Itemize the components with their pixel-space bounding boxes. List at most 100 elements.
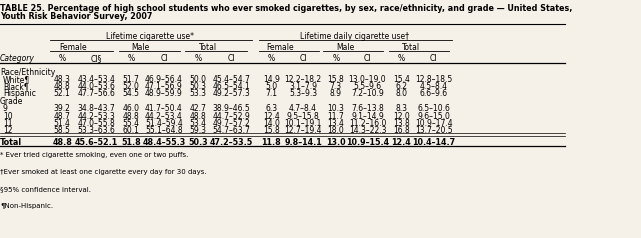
Text: 48.9–59.9: 48.9–59.9 <box>145 89 183 99</box>
Text: Category: Category <box>0 54 35 63</box>
Text: 52.1: 52.1 <box>54 89 71 99</box>
Text: White¶: White¶ <box>3 75 30 84</box>
Text: 12: 12 <box>3 126 12 135</box>
Text: 12.8–18.5: 12.8–18.5 <box>415 75 453 84</box>
Text: 13.7–20.5: 13.7–20.5 <box>415 126 453 135</box>
Text: Male: Male <box>336 43 354 52</box>
Text: 6.6–9.6: 6.6–9.6 <box>420 89 447 99</box>
Text: 7.3: 7.3 <box>329 82 342 91</box>
Text: 9.5–15.8: 9.5–15.8 <box>287 112 319 121</box>
Text: 45.6–52.1: 45.6–52.1 <box>74 138 118 147</box>
Text: 46.9–56.4: 46.9–56.4 <box>145 75 183 84</box>
Text: 50.3: 50.3 <box>188 138 208 147</box>
Text: TABLE 25. Percentage of high school students who ever smoked cigarettes, by sex,: TABLE 25. Percentage of high school stud… <box>0 4 572 13</box>
Text: 13.4: 13.4 <box>328 119 344 128</box>
Text: CI§: CI§ <box>90 54 102 63</box>
Text: 5.5–9.6: 5.5–9.6 <box>353 82 381 91</box>
Text: Total: Total <box>199 43 217 52</box>
Text: 54.5: 54.5 <box>122 89 140 99</box>
Text: 5.0: 5.0 <box>265 82 278 91</box>
Text: Black¶: Black¶ <box>3 82 28 91</box>
Text: 47.0–55.8: 47.0–55.8 <box>78 119 115 128</box>
Text: %: % <box>268 54 275 63</box>
Text: 12.4: 12.4 <box>263 112 279 121</box>
Text: 42.7: 42.7 <box>190 104 206 114</box>
Text: 50.0: 50.0 <box>189 75 206 84</box>
Text: 38.9–46.5: 38.9–46.5 <box>212 104 250 114</box>
Text: 11.7: 11.7 <box>328 112 344 121</box>
Text: 48.8: 48.8 <box>54 82 71 91</box>
Text: 13.8: 13.8 <box>393 119 410 128</box>
Text: 11.8: 11.8 <box>262 138 281 147</box>
Text: %: % <box>398 54 405 63</box>
Text: †Ever smoked at least one cigarette every day for 30 days.: †Ever smoked at least one cigarette ever… <box>0 169 206 175</box>
Text: 12.0: 12.0 <box>393 112 410 121</box>
Text: 10.9–15.4: 10.9–15.4 <box>346 138 389 147</box>
Text: %: % <box>194 54 201 63</box>
Text: 44.2–53.3: 44.2–53.3 <box>78 112 115 121</box>
Text: Youth Risk Behavior Survey, 2007: Youth Risk Behavior Survey, 2007 <box>0 12 153 21</box>
Text: 47.1–56.9: 47.1–56.9 <box>145 82 183 91</box>
Text: Total: Total <box>0 138 22 147</box>
Text: 9.8–14.1: 9.8–14.1 <box>284 138 322 147</box>
Text: 46.5–54.1: 46.5–54.1 <box>212 82 250 91</box>
Text: 18.0: 18.0 <box>328 126 344 135</box>
Text: 6.5–10.6: 6.5–10.6 <box>417 104 450 114</box>
Text: * Ever tried cigarette smoking, even one or two puffs.: * Ever tried cigarette smoking, even one… <box>0 152 188 158</box>
Text: CI: CI <box>299 54 307 63</box>
Text: 4.7–8.4: 4.7–8.4 <box>289 104 317 114</box>
Text: 8.3: 8.3 <box>395 104 408 114</box>
Text: 51.4: 51.4 <box>54 119 71 128</box>
Text: 10: 10 <box>3 112 12 121</box>
Text: 34.8–43.7: 34.8–43.7 <box>78 104 115 114</box>
Text: 12.4: 12.4 <box>392 138 412 147</box>
Text: 12.7–19.4: 12.7–19.4 <box>285 126 322 135</box>
Text: 13.0: 13.0 <box>326 138 345 147</box>
Text: 14.3–22.3: 14.3–22.3 <box>349 126 387 135</box>
Text: 49.7–57.2: 49.7–57.2 <box>212 119 250 128</box>
Text: 10.4–14.7: 10.4–14.7 <box>412 138 455 147</box>
Text: 44.7–52.9: 44.7–52.9 <box>212 112 250 121</box>
Text: 48.8: 48.8 <box>123 112 140 121</box>
Text: 4.5–8.4: 4.5–8.4 <box>420 82 447 91</box>
Text: 51.4–59.4: 51.4–59.4 <box>145 119 183 128</box>
Text: 51.8: 51.8 <box>121 138 141 147</box>
Text: 16.8: 16.8 <box>393 126 410 135</box>
Text: Grade: Grade <box>0 97 23 106</box>
Text: 14.0: 14.0 <box>263 119 280 128</box>
Text: Total: Total <box>402 43 420 52</box>
Text: 41.7–50.4: 41.7–50.4 <box>145 104 183 114</box>
Text: 7.6–13.8: 7.6–13.8 <box>351 104 384 114</box>
Text: CI: CI <box>228 54 235 63</box>
Text: 51.7: 51.7 <box>122 75 140 84</box>
Text: 9.1–14.9: 9.1–14.9 <box>351 112 384 121</box>
Text: 7.2–10.9: 7.2–10.9 <box>351 89 384 99</box>
Text: Lifetime cigarette use*: Lifetime cigarette use* <box>106 32 194 41</box>
Text: 50.3: 50.3 <box>189 82 206 91</box>
Text: 58.5: 58.5 <box>54 126 71 135</box>
Text: 10.9–17.4: 10.9–17.4 <box>415 119 453 128</box>
Text: 10.3: 10.3 <box>328 104 344 114</box>
Text: 12.2–18.2: 12.2–18.2 <box>285 75 322 84</box>
Text: %: % <box>332 54 340 63</box>
Text: 10.1–19.1: 10.1–19.1 <box>285 119 322 128</box>
Text: 48.7: 48.7 <box>54 112 71 121</box>
Text: 44.0–53.6: 44.0–53.6 <box>77 82 115 91</box>
Text: 15.8: 15.8 <box>328 75 344 84</box>
Text: CI: CI <box>160 54 168 63</box>
Text: Lifetime daily cigarette use†: Lifetime daily cigarette use† <box>300 32 409 41</box>
Text: 45.4–54.7: 45.4–54.7 <box>212 75 250 84</box>
Text: 14.9: 14.9 <box>263 75 280 84</box>
Text: 48.8: 48.8 <box>53 138 72 147</box>
Text: 11: 11 <box>3 119 12 128</box>
Text: 46.0: 46.0 <box>122 104 140 114</box>
Text: 39.2: 39.2 <box>54 104 71 114</box>
Text: Hispanic: Hispanic <box>3 89 36 99</box>
Text: 48.3: 48.3 <box>54 75 71 84</box>
Text: CI: CI <box>430 54 437 63</box>
Text: 53.3–63.6: 53.3–63.6 <box>77 126 115 135</box>
Text: CI: CI <box>363 54 371 63</box>
Text: 15.4: 15.4 <box>393 75 410 84</box>
Text: 59.3: 59.3 <box>189 126 206 135</box>
Text: 8.9: 8.9 <box>330 89 342 99</box>
